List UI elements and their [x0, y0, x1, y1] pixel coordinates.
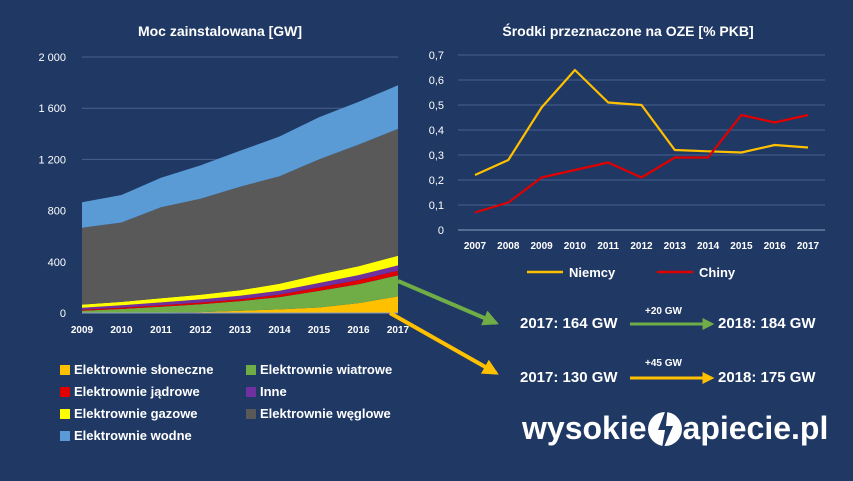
wind-arrow-from-chart	[397, 279, 499, 326]
solar-2018-label: 2018: 175 GW	[718, 369, 816, 386]
capacity-y-tick: 1 600	[38, 103, 66, 115]
legend-item: Elektrownie wiatrowe	[246, 362, 392, 377]
legend-swatch	[60, 386, 70, 397]
legend-swatch	[246, 386, 256, 397]
capacity-x-tick: 2010	[110, 325, 133, 336]
capacity-x-tick: 2011	[150, 325, 172, 336]
brand-right-text: apiecie.pl	[682, 410, 829, 446]
oze-x-tick: 2017	[797, 241, 820, 252]
brand-left-text: wysokie	[522, 410, 647, 446]
legend-swatch	[60, 408, 70, 419]
oze-y-tick: 0,6	[429, 75, 444, 87]
legend-item: Inne	[246, 384, 287, 399]
legend-label: Elektrownie jądrowe	[74, 384, 200, 399]
capacity-y-tick: 0	[60, 308, 66, 320]
solar-2017-label: 2017: 130 GW	[520, 369, 618, 386]
legend-swatch	[60, 364, 70, 375]
oze-y-tick: 0,7	[429, 50, 444, 62]
legend-item: Elektrownie wodne	[60, 428, 192, 443]
capacity-y-tick: 800	[48, 206, 66, 218]
capacity-y-tick: 400	[48, 257, 66, 269]
oze-x-tick: 2013	[664, 241, 687, 252]
oze-line-niemcy	[474, 68, 809, 177]
oze-x-tick: 2016	[764, 241, 787, 252]
legend-item: Elektrownie węglowe	[246, 406, 391, 421]
legend-item: Elektrownie jądrowe	[60, 384, 200, 399]
installed-capacity-chart: Moc zainstalowana [GW] 0 400 800 1 200 1 600 2…	[38, 23, 409, 336]
solar-arrow-from-chart	[389, 311, 499, 375]
wind-2018-label: 2018: 184 GW	[718, 315, 816, 332]
oze-chart-title: Środki przeznaczone na OZE [% PKB]	[502, 22, 753, 39]
oze-x-tick: 2009	[530, 241, 553, 252]
oze-x-tick: 2015	[730, 241, 753, 252]
legend-label: Elektrownie wiatrowe	[260, 362, 393, 377]
legend-label: Elektrownie słoneczne	[74, 362, 214, 377]
capacity-x-tick: 2012	[189, 325, 212, 336]
flow-arrows	[389, 279, 715, 384]
capacity-x-tick: 2014	[268, 325, 291, 336]
oze-x-tick: 2014	[697, 241, 720, 252]
oze-line-chiny	[474, 113, 809, 214]
capacity-y-tick: 2 000	[38, 52, 66, 64]
oze-x-tick: 2008	[497, 241, 520, 252]
oze-y-tick: 0	[438, 225, 444, 237]
oze-x-tick: 2011	[597, 241, 619, 252]
oze-y-tick: 0,2	[429, 175, 444, 187]
oze-y-tick: 0,3	[429, 150, 444, 162]
capacity-x-tick: 2013	[229, 325, 252, 336]
legend-swatch	[246, 364, 256, 375]
capacity-area-elektrownie-węglowe	[82, 128, 398, 305]
legend-label: Elektrownie gazowe	[74, 406, 198, 421]
oze-y-tick: 0,1	[429, 200, 444, 212]
oze-y-tick: 0,4	[429, 125, 444, 137]
capacity-y-tick: 1 200	[38, 154, 66, 166]
oze-x-tick: 2007	[464, 241, 487, 252]
capacity-area-elektrownie-słoneczne	[82, 296, 398, 313]
legend-label: Inne	[260, 384, 287, 399]
capacity-x-tick: 2015	[308, 325, 331, 336]
capacity-x-tick: 2009	[71, 325, 94, 336]
wind-delta-label: +20 GW	[645, 306, 682, 317]
capacity-chart-title: Moc zainstalowana [GW]	[138, 23, 302, 39]
oze-y-tick: 0,5	[429, 100, 444, 112]
legend-label: Elektrownie wodne	[74, 428, 192, 443]
capacity-x-tick: 2017	[387, 325, 410, 336]
capacity-x-tick: 2016	[347, 325, 370, 336]
legend-label: Elektrownie węglowe	[260, 406, 391, 421]
legend-swatch	[246, 408, 256, 419]
oze-spending-chart: Środki przeznaczone na OZE [% PKB] 0 0,1 0,…	[429, 22, 825, 280]
legend-item: Elektrownie słoneczne	[60, 362, 213, 377]
capacity-area-elektrownie-gazowe	[82, 255, 398, 308]
solar-delta-label: +45 GW	[645, 358, 682, 369]
lightning-icon	[647, 411, 682, 446]
capacity-area-elektrownie-wiatrowe	[82, 275, 398, 313]
oze-legend-label: Niemcy	[569, 265, 616, 280]
oze-x-tick: 2010	[564, 241, 587, 252]
oze-legend-label: Chiny	[699, 265, 736, 280]
wind-2017-label: 2017: 164 GW	[520, 315, 618, 332]
legend-item: Elektrownie gazowe	[60, 406, 198, 421]
oze-x-tick: 2012	[630, 241, 653, 252]
legend-swatch	[60, 430, 70, 441]
brand-logo: wysokie apiecie.pl	[522, 410, 828, 447]
capacity-area-elektrownie-wodne	[82, 85, 398, 228]
